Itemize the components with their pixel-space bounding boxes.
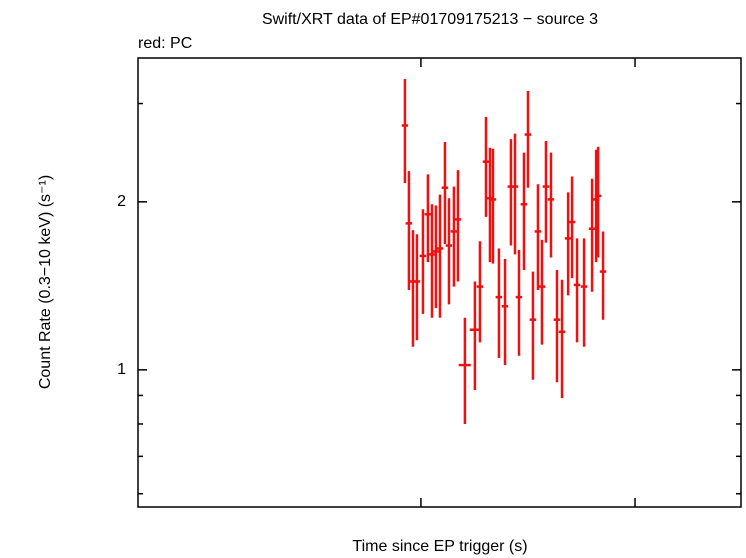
x-axis-label: Time since EP trigger (s) — [352, 538, 527, 555]
plot-frame — [137, 57, 742, 508]
y-axis-label: Count Rate (0.3−10 keV) (s⁻¹) — [37, 175, 54, 389]
chart-title: Swift/XRT data of EP#01709175213 − sourc… — [262, 11, 598, 28]
y-tick-label: 1 — [117, 361, 126, 378]
series-label: red: PC — [138, 35, 192, 52]
y-tick-label: 2 — [117, 193, 126, 210]
